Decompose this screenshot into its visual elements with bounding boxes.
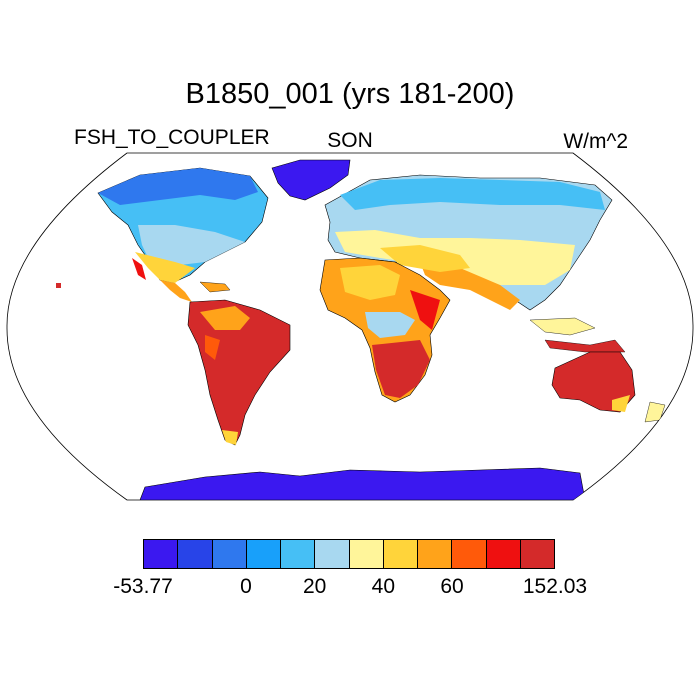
- caribbean: [199, 281, 231, 293]
- colorbar-segment: [486, 540, 521, 568]
- colorbar-segment: [315, 540, 350, 568]
- colorbar-segment: [144, 540, 179, 568]
- colorbar-segment: [178, 540, 213, 568]
- colorbar-tick-label: 60: [440, 575, 464, 598]
- colorbar: [143, 539, 555, 569]
- colorbar-segment: [212, 540, 247, 568]
- variable-label: FSH_TO_COUPLER: [74, 126, 270, 149]
- colorbar-tick-label: 20: [302, 575, 327, 598]
- season-label: SON: [327, 129, 373, 152]
- colorbar-segment: [452, 540, 487, 568]
- colorbar-segment: [281, 540, 316, 568]
- plot-title: B1850_001 (yrs 181-200): [185, 78, 515, 110]
- colorbar-segment: [246, 540, 281, 568]
- greenland: [271, 159, 351, 201]
- antarctica: [139, 467, 586, 500]
- colorbar-tick-label: 40: [371, 575, 396, 598]
- colorbar-segment: [418, 540, 453, 568]
- colorbar-tick-label: 0: [240, 575, 252, 598]
- colorbar-segment: [520, 540, 554, 568]
- colorbar-segment: [349, 540, 384, 568]
- colorbar-tick-label: 152.03: [522, 575, 588, 598]
- colorbar-segment: [383, 540, 418, 568]
- units-label: W/m^2: [563, 130, 628, 153]
- australia: [551, 351, 636, 413]
- maritime-se-asia: [529, 317, 596, 336]
- colorbar-tick-label: -53.77: [113, 575, 173, 598]
- south-america: [187, 299, 291, 446]
